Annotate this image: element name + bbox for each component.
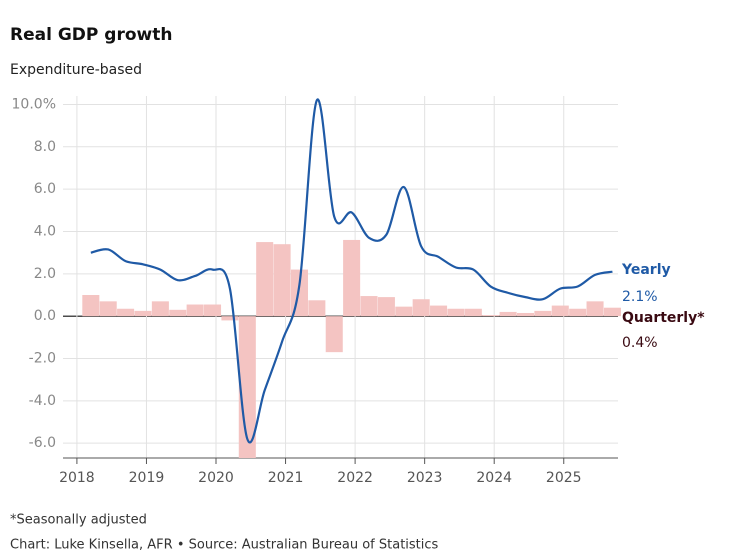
lines: [90, 98, 613, 444]
x-tick-label: 2025: [546, 470, 582, 486]
bar: [586, 301, 604, 317]
bar: [447, 308, 465, 317]
bar: [204, 304, 222, 317]
grid: [63, 96, 618, 464]
legend-label: Quarterly*: [622, 310, 705, 326]
bar: [151, 301, 169, 317]
bars: [82, 239, 621, 458]
value-label: 0.4%: [622, 335, 658, 351]
bar: [308, 300, 326, 317]
bar: [169, 309, 187, 317]
bar: [464, 308, 482, 317]
bar: [412, 299, 430, 317]
bar: [273, 244, 291, 317]
bar: [343, 239, 361, 317]
bar: [256, 242, 274, 317]
chart-title: Real GDP growth: [10, 25, 172, 45]
legend-label: Yearly: [621, 262, 671, 278]
y-tick-label: -6.0: [29, 435, 56, 451]
y-tick-label: 4.0: [34, 223, 56, 239]
bar: [569, 308, 587, 317]
bar: [395, 306, 413, 317]
bar: [238, 316, 256, 458]
line: [90, 98, 613, 444]
bar: [482, 315, 500, 317]
footnote: *Seasonally adjusted: [10, 513, 147, 528]
y-tick-label: -2.0: [29, 351, 56, 367]
bar: [551, 305, 569, 317]
value-label: 2.1%: [622, 289, 658, 305]
y-tick-label: 10.0%: [12, 96, 56, 112]
bar: [499, 311, 517, 317]
bar: [82, 294, 100, 317]
bar: [325, 316, 343, 353]
bar: [603, 307, 621, 317]
bar: [516, 312, 535, 317]
x-tick-label: 2021: [268, 470, 304, 486]
bar: [221, 316, 239, 321]
x-tick-label: 2023: [407, 470, 443, 486]
source: Chart: Luke Kinsella, AFR • Source: Aust…: [10, 538, 439, 553]
bar: [186, 304, 204, 317]
bar: [430, 305, 448, 317]
bar: [377, 297, 395, 317]
bar: [534, 310, 552, 317]
x-tick-label: 2018: [59, 470, 95, 486]
y-tick-label: 0.0: [34, 308, 56, 324]
x-tick-label: 2024: [476, 470, 512, 486]
bar: [117, 308, 135, 317]
y-tick-label: -4.0: [29, 393, 56, 409]
x-tick-label: 2019: [129, 470, 165, 486]
y-tick-label: 8.0: [34, 139, 56, 155]
x-tick-label: 2020: [198, 470, 234, 486]
bar: [99, 301, 117, 317]
y-tick-label: 6.0: [34, 181, 56, 197]
chart-subtitle: Expenditure-based: [10, 62, 142, 78]
labels: 10.0% 8.0 6.0 4.0 2.0 0.0 -2.0 -4.0 -6.0 2018 2019…: [12, 96, 706, 486]
bar: [134, 310, 152, 317]
y-tick-label: 2.0: [34, 266, 56, 282]
x-tick-label: 2022: [337, 470, 373, 486]
bar: [360, 296, 378, 317]
